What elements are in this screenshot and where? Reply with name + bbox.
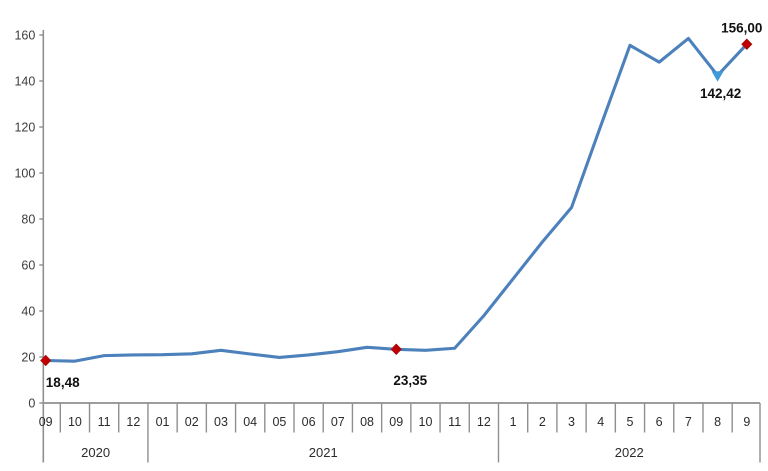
data-point-diamond-marker	[741, 38, 753, 51]
y-tick-label: 120	[14, 121, 35, 135]
data-point-diamond-marker	[40, 354, 52, 367]
x-month-label: 05	[272, 415, 286, 429]
x-month-label: 06	[302, 415, 316, 429]
x-month-label: 2	[539, 415, 546, 429]
x-month-label: 3	[568, 415, 575, 429]
y-tick-label: 20	[21, 351, 35, 365]
x-month-label: 02	[185, 415, 199, 429]
x-month-label: 09	[389, 415, 403, 429]
x-month-label: 08	[360, 415, 374, 429]
data-point-triangle-marker	[711, 71, 724, 82]
data-point-diamond-marker	[390, 343, 402, 356]
x-year-label: 2020	[81, 445, 110, 460]
x-year-label: 2022	[615, 445, 644, 460]
data-point-value-label: 142,42	[700, 86, 741, 101]
y-tick-label: 160	[14, 29, 35, 43]
x-month-label: 10	[68, 415, 82, 429]
x-year-label: 2021	[309, 445, 338, 460]
x-month-label: 03	[214, 415, 228, 429]
y-tick-label: 140	[14, 75, 35, 89]
y-tick-label: 60	[21, 259, 35, 273]
data-point-value-label: 156,00	[721, 21, 762, 36]
x-month-label: 12	[477, 415, 491, 429]
y-tick-label: 100	[14, 167, 35, 181]
data-point-value-label: 18,48	[46, 375, 80, 390]
y-tick-label: 0	[28, 397, 35, 411]
x-month-label: 09	[39, 415, 53, 429]
x-month-label: 8	[714, 415, 721, 429]
data-line	[44, 36, 749, 363]
x-month-label: 11	[98, 415, 111, 429]
x-month-label: 11	[448, 415, 461, 429]
x-month-label: 10	[419, 415, 433, 429]
x-month-label: 07	[331, 415, 345, 429]
x-month-label: 5	[626, 415, 633, 429]
x-month-label: 4	[597, 415, 604, 429]
x-month-label: 04	[243, 415, 257, 429]
x-month-label: 12	[126, 415, 140, 429]
y-tick-label: 40	[21, 305, 35, 319]
x-month-label: 6	[656, 415, 663, 429]
y-tick-label: 80	[21, 213, 35, 227]
x-month-label: 01	[156, 415, 170, 429]
x-month-label: 7	[685, 415, 692, 429]
x-month-label: 1	[510, 415, 517, 429]
data-point-value-label: 23,35	[393, 373, 427, 388]
x-month-label: 9	[743, 415, 750, 429]
